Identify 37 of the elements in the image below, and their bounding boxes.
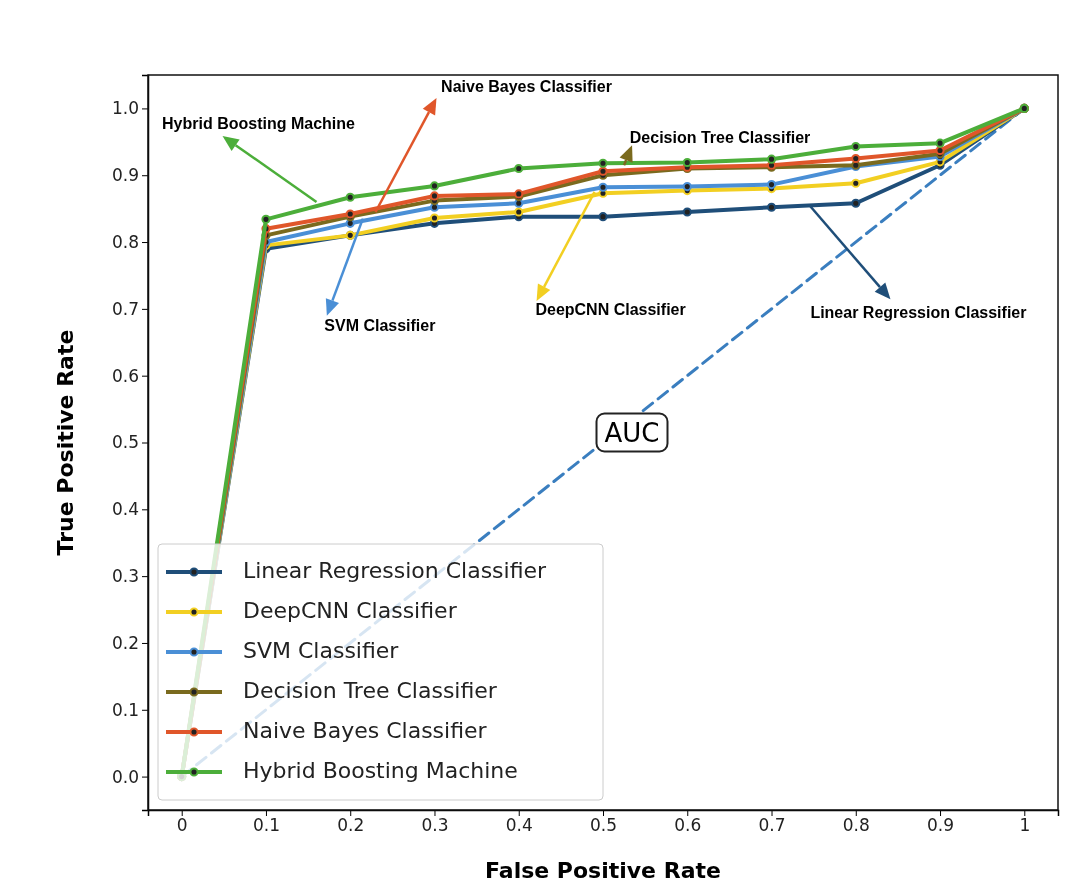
y-tick-label: 0.1 <box>111 699 139 720</box>
y-tick-label: 0.2 <box>111 632 139 653</box>
x-axis-title: False Positive Rate <box>485 858 721 883</box>
x-tick-label: 0.1 <box>252 815 280 836</box>
x-tick-label: 0 <box>176 815 188 836</box>
y-tick-label: 0.9 <box>111 165 139 186</box>
x-tick-label: 0.4 <box>505 815 533 836</box>
legend-label: DeepCNN Classifier <box>243 598 458 623</box>
annotation: DeepCNN Classifier <box>535 301 686 319</box>
y-tick-label: 0.3 <box>111 566 139 587</box>
y-tick-label: 0.8 <box>111 231 139 252</box>
x-tick-label: 0.7 <box>758 815 786 836</box>
annotation: SVM Classifier <box>324 316 436 334</box>
legend-label: Hybrid Boosting Machine <box>243 758 518 783</box>
annotation: Linear Regression Classifier <box>810 303 1027 321</box>
legend-label: Naive Bayes Classifier <box>243 718 488 743</box>
y-tick-label: 0.4 <box>111 499 139 520</box>
x-tick-label: 0.3 <box>421 815 449 836</box>
y-tick-label: 0.6 <box>111 365 139 386</box>
x-tick-label: 0.6 <box>674 815 702 836</box>
annotation: Decision Tree Classifier <box>629 129 811 147</box>
y-tick-label: 0.0 <box>111 766 139 787</box>
annotation: Naive Bayes Classifier <box>441 78 612 96</box>
legend-label: SVM Classifier <box>243 638 400 663</box>
x-tick-label: 0.5 <box>589 815 618 836</box>
x-tick-label: 0.9 <box>927 815 955 836</box>
y-axis-title: True Positive Rate <box>53 329 78 556</box>
annotation: AUC <box>604 417 660 448</box>
y-tick-label: 0.7 <box>111 298 139 319</box>
y-tick-label: 1.0 <box>111 98 139 119</box>
x-tick-label: 0.2 <box>337 815 365 836</box>
legend-label: Linear Regression Classifier <box>243 558 548 583</box>
x-tick-label: 0.8 <box>842 815 870 836</box>
annotation: Hybrid Boosting Machine <box>162 115 356 133</box>
legend-label: Decision Tree Classifier <box>243 678 498 703</box>
y-tick-label: 0.5 <box>111 432 139 453</box>
x-tick-label: 1 <box>1019 815 1031 836</box>
